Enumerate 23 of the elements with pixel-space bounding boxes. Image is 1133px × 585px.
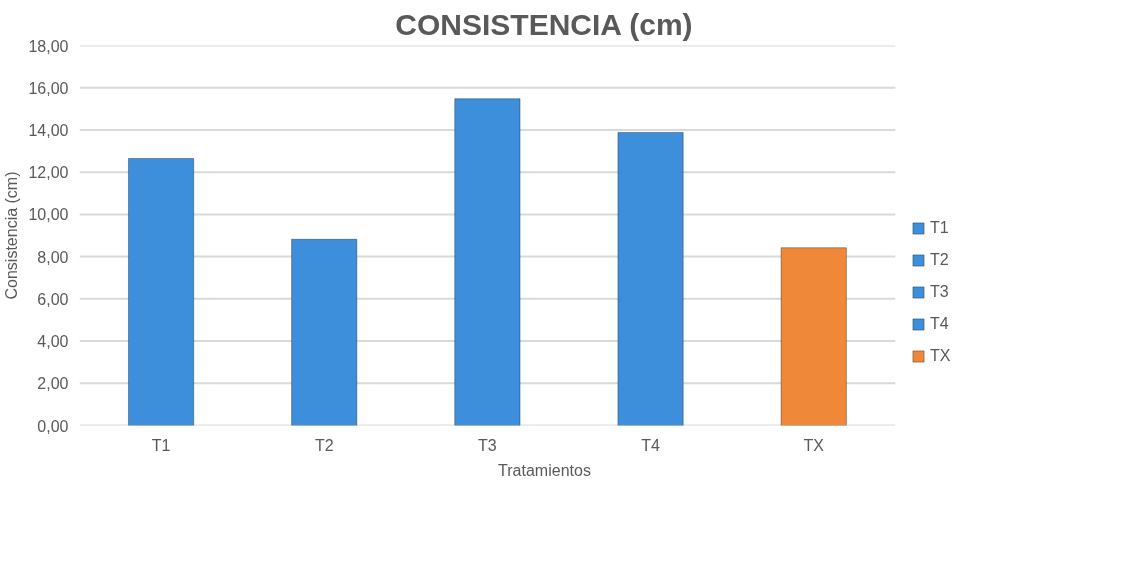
y-axis-title: Consistencia (cm)	[3, 171, 21, 300]
y-tick-label: 0,00	[37, 417, 69, 435]
x-tick-label: T2	[314, 436, 334, 454]
x-tick-label: T1	[151, 436, 171, 454]
y-tick-label: 12,00	[28, 164, 69, 182]
y-tick-label: 6,00	[37, 290, 69, 308]
y-tick-label: 16,00	[28, 79, 69, 97]
legend-label: T4	[930, 315, 950, 333]
x-tick-label: T4	[641, 436, 660, 454]
legend-label: T3	[930, 283, 950, 301]
y-tick-label: 18,00	[28, 37, 69, 55]
y-tick-label: 8,00	[37, 248, 69, 266]
legend-label: T2	[930, 251, 950, 269]
legend-label: T1	[930, 219, 950, 237]
legend-label: TX	[930, 347, 951, 365]
x-tick-label: T3	[478, 436, 497, 454]
x-axis-title: Tratamientos	[498, 461, 591, 479]
chart-title: CONSISTENCIA (cm)	[395, 7, 693, 41]
y-tick-label: 10,00	[28, 206, 69, 224]
x-tick-label: TX	[803, 436, 825, 454]
y-tick-label: 14,00	[28, 121, 69, 139]
y-tick-label: 4,00	[37, 333, 69, 351]
y-tick-label: 2,00	[37, 375, 69, 393]
